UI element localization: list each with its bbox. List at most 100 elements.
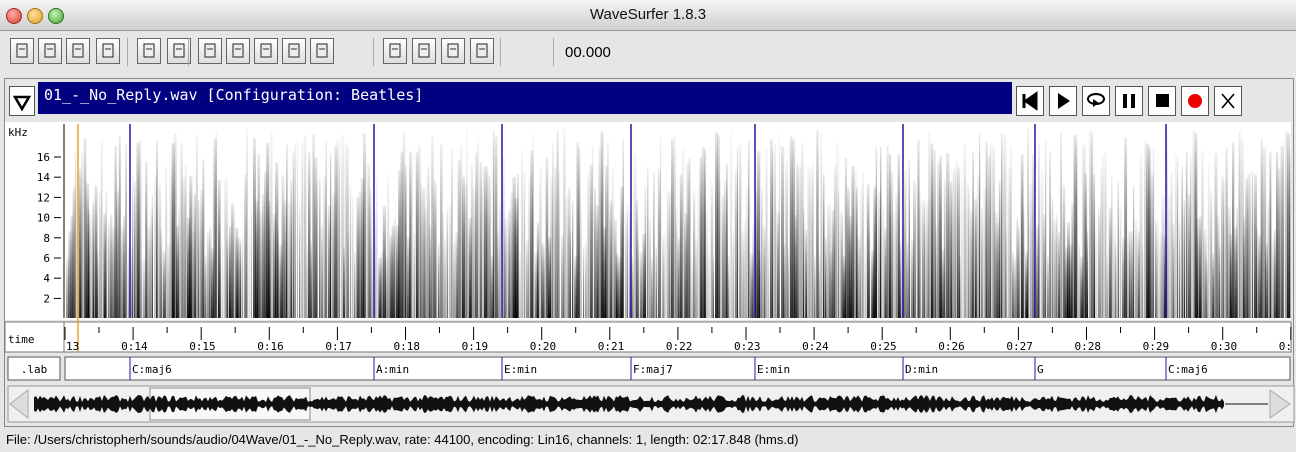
spectrogram-band	[260, 213, 262, 318]
spectrogram-band	[297, 138, 298, 318]
spectrogram-band	[1133, 186, 1134, 318]
spectrogram-band	[414, 233, 415, 318]
spectrogram-band	[737, 148, 738, 318]
spectrogram-band	[1087, 232, 1088, 318]
spectrogram-band	[295, 144, 296, 318]
spectrogram-band	[640, 252, 642, 318]
spectrogram-band	[229, 226, 231, 318]
spectrogram-band	[693, 191, 695, 318]
spectrogram-band	[1247, 173, 1250, 318]
spectrogram-band	[950, 182, 952, 318]
spectrogram-band	[1272, 239, 1274, 318]
spectrogram-band	[1175, 153, 1177, 318]
chord-label: C:maj6	[1168, 363, 1208, 376]
spectrogram-band	[713, 257, 714, 318]
spectrogram-band	[264, 172, 267, 318]
time-tick-label: 0:19	[462, 340, 489, 353]
spectrogram-band	[763, 227, 765, 318]
spectrogram-band	[433, 180, 435, 318]
spectrogram-band	[510, 192, 512, 318]
time-tick-label: 0:23	[734, 340, 761, 353]
spectrogram-band	[1210, 190, 1212, 318]
spectrogram-band	[326, 140, 327, 318]
chord-label: E:min	[757, 363, 790, 376]
spectrogram-band	[431, 136, 433, 318]
spectrogram-band	[251, 204, 252, 318]
spectrogram-band	[455, 232, 458, 318]
spectrogram-band	[1137, 231, 1139, 318]
spectrogram-band	[728, 256, 729, 318]
spectrogram-band	[563, 129, 565, 318]
spectrogram-band	[249, 217, 250, 318]
spectrogram-band	[293, 151, 295, 318]
spectrogram-band	[862, 172, 863, 318]
spectrogram-band	[312, 134, 314, 318]
spectrogram-band	[1030, 183, 1032, 318]
spectrogram-band	[1168, 196, 1169, 318]
spectrogram-band	[286, 144, 288, 318]
spectrogram-band	[1208, 165, 1210, 318]
spectrogram-band	[869, 231, 870, 318]
spectrogram-band	[202, 160, 204, 318]
spectrogram-band	[889, 154, 891, 318]
freq-tick-label: 2	[43, 292, 50, 305]
spectrogram-band	[1184, 200, 1185, 318]
spectrogram-band	[1232, 142, 1234, 318]
spectrogram-band	[81, 153, 82, 318]
spectrogram-band	[411, 150, 412, 318]
spectrogram-band	[1197, 218, 1199, 318]
spectrogram-band	[884, 228, 886, 318]
spectrogram-band	[1010, 146, 1012, 318]
chord-label: D:min	[905, 363, 938, 376]
lab-track	[65, 357, 1290, 380]
spectrogram-band	[141, 257, 143, 318]
spectrogram-band	[893, 213, 895, 318]
spectrogram-band	[1071, 203, 1073, 318]
spectrogram-band	[814, 255, 816, 318]
spectrogram-band	[198, 200, 199, 318]
spectrogram-band	[1243, 217, 1245, 318]
spectrogram-band	[200, 190, 202, 318]
spectrogram-band	[1173, 224, 1175, 318]
spectrogram-band	[262, 194, 264, 318]
spectrogram-band	[1111, 177, 1113, 318]
spectrogram-band	[1252, 171, 1253, 318]
spectrogram-band	[227, 241, 229, 318]
spectrogram-band	[799, 167, 801, 318]
spectrogram-band	[194, 193, 196, 318]
freq-tick-label: 12	[37, 191, 50, 204]
spectrogram-band	[1063, 185, 1066, 318]
spectrogram-band	[125, 144, 126, 318]
page: WaveSurfer 1.8.3 00.000 01_-_No_Reply.wa…	[0, 0, 1296, 452]
spectrogram-band	[1261, 139, 1263, 318]
spectrogram-band	[920, 193, 921, 318]
spectrogram-band	[242, 236, 243, 318]
spectrogram-band	[90, 215, 91, 318]
spectrogram-band	[1278, 169, 1280, 318]
spectrogram-band	[585, 242, 587, 318]
spectrogram-band	[605, 165, 607, 318]
spectrogram-band	[1155, 219, 1157, 318]
spectrogram-band	[1274, 230, 1276, 318]
spectrogram-band	[788, 247, 789, 318]
spectrogram-band	[145, 162, 147, 318]
spectrogram-band	[1102, 156, 1103, 318]
spectrogram-band	[1212, 253, 1214, 318]
spectrogram-band	[689, 158, 691, 318]
time-tick-label: 0:16	[257, 340, 284, 353]
spectrogram-band	[1056, 213, 1058, 318]
freq-tick-label: 16	[37, 151, 50, 164]
spectrogram-band	[348, 232, 349, 318]
spectrogram-band	[1096, 229, 1097, 318]
spectrogram-band	[581, 197, 582, 318]
spectrogram-band	[246, 129, 247, 318]
spectrogram-band	[409, 152, 411, 318]
spectrogram-band	[1181, 166, 1183, 318]
spectrogram-band	[915, 185, 916, 318]
spectrogram-band	[909, 160, 910, 318]
spectrogram-band	[924, 208, 926, 318]
spectrogram-band	[1118, 181, 1119, 318]
spectrogram-band	[1058, 232, 1060, 318]
spectrogram-band	[1267, 200, 1269, 318]
spectrogram-band	[616, 254, 618, 318]
